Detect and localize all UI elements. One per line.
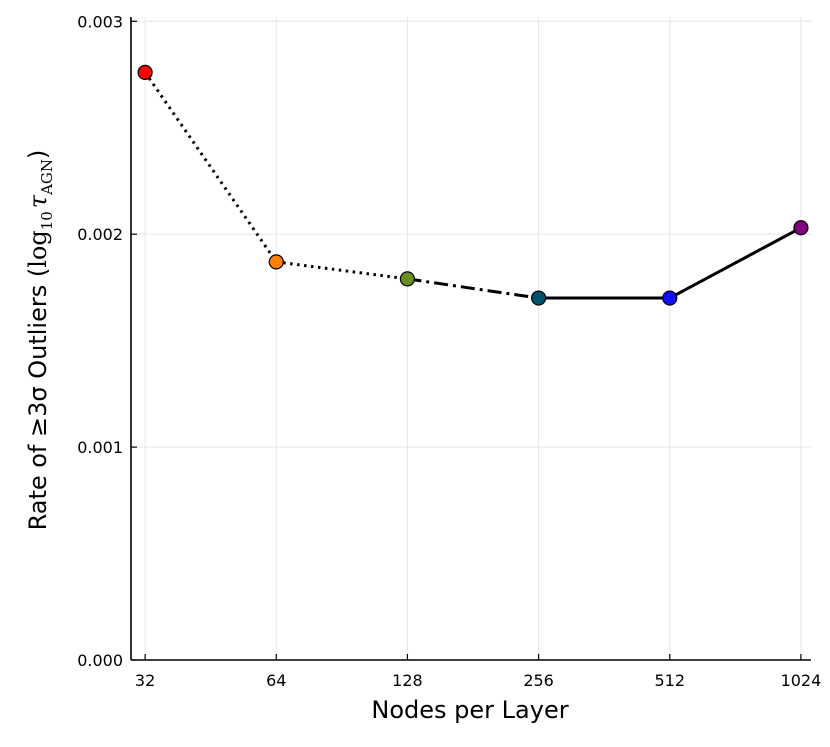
- x-tick-label: 512: [654, 671, 685, 690]
- y-axis-title-tau: τ: [24, 194, 52, 208]
- data-point: [268, 254, 284, 270]
- axes-layer: [130, 17, 811, 661]
- lines-layer: [143, 71, 802, 300]
- y-axis-title: Rate of ≥3σ Outliers (log10 τAGN): [24, 150, 56, 531]
- data-point: [793, 220, 809, 236]
- grid-layer: [131, 17, 811, 661]
- y-axis-title-log-subscript: 10: [38, 211, 56, 230]
- data-point: [137, 64, 153, 80]
- y-tick-label: 0.000: [77, 651, 123, 670]
- series-line-segment-dotted: [143, 71, 278, 263]
- ticks-layer: 32 64 128 256 512 1024 0.000 0.001 0.002 0.003: [77, 12, 821, 690]
- x-tick-label: 32: [135, 671, 155, 690]
- y-tick-label: 0.003: [77, 12, 123, 31]
- x-tick-label: 256: [523, 671, 554, 690]
- series-line-segment-dash-dot: [407, 277, 539, 300]
- data-point: [531, 290, 547, 306]
- x-tick-label: 1024: [781, 671, 822, 690]
- data-point: [662, 290, 678, 306]
- y-tick-label: 0.002: [77, 225, 123, 244]
- x-tick-label: 64: [266, 671, 286, 690]
- y-axis-title-log: log: [24, 230, 52, 268]
- x-tick-label: 128: [392, 671, 423, 690]
- y-tick-label: 0.001: [77, 438, 123, 457]
- x-axis-title: Nodes per Layer: [371, 696, 568, 724]
- data-point: [399, 271, 416, 287]
- y-axis-title-suffix: ): [24, 150, 52, 159]
- y-axis-title-prefix: Rate of ≥3σ Outliers (: [24, 268, 52, 531]
- y-axis-title-tau-subscript: AGN: [38, 159, 56, 196]
- points-layer: [137, 64, 809, 306]
- series-line-segment-dotted: [276, 260, 408, 281]
- series-line-segment-solid: [669, 226, 802, 300]
